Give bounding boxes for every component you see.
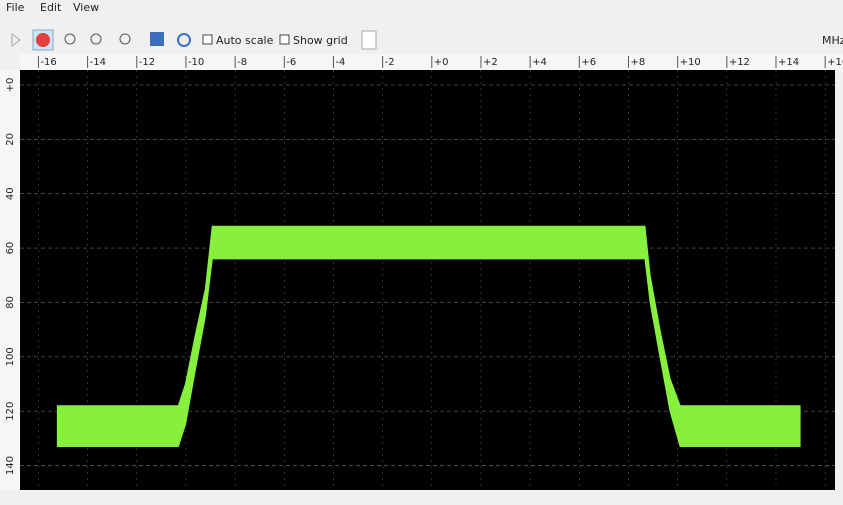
zoom-out[interactable] <box>90 33 102 45</box>
menu-file[interactable]: File <box>6 1 25 14</box>
x-tick-label: +6 <box>581 57 596 68</box>
x-tick-label: +4 <box>532 57 547 68</box>
auto-scale-label: Auto scale <box>216 34 274 47</box>
toolbar: Auto scale Show grid MHz <box>11 29 843 51</box>
x-tick-label: +10 <box>680 57 701 68</box>
x-tick-label: +8 <box>630 57 645 68</box>
stop-icon <box>36 33 50 47</box>
save-icon[interactable] <box>150 32 164 46</box>
unit-label: MHz <box>822 34 843 47</box>
y-tick-label: 100 <box>5 347 16 366</box>
y-tick-label: 20 <box>5 133 16 146</box>
play-icon[interactable] <box>11 33 21 47</box>
x-tick-label: -2 <box>385 57 395 68</box>
spectrum-trace <box>56 225 801 448</box>
x-tick-label: +0 <box>434 57 449 68</box>
x-tick-label: +16 <box>827 57 843 68</box>
menu-edit[interactable]: Edit <box>40 1 62 14</box>
x-tick-label: -8 <box>237 57 247 68</box>
x-tick-label: -4 <box>335 57 345 68</box>
export-icon[interactable] <box>361 30 377 50</box>
auto-scale-check[interactable] <box>202 34 213 45</box>
y-tick-label: 80 <box>5 296 16 309</box>
x-tick-label: -6 <box>286 57 296 68</box>
y-tick-label: 140 <box>5 456 16 475</box>
zoom-fit[interactable] <box>119 33 131 45</box>
y-tick-label: 60 <box>5 242 16 255</box>
menu-view[interactable]: View <box>73 1 99 14</box>
show-grid-label: Show grid <box>293 34 348 47</box>
y-axis-strip <box>0 70 20 490</box>
show-grid-check[interactable] <box>279 34 290 45</box>
x-tick-label: -14 <box>90 57 106 68</box>
y-tick-label: +0 <box>5 78 16 93</box>
x-tick-label: +14 <box>778 57 799 68</box>
x-tick-label: -10 <box>188 57 204 68</box>
y-tick-label: 40 <box>5 187 16 200</box>
zoom-in[interactable] <box>64 33 76 45</box>
x-tick-label: -16 <box>40 57 56 68</box>
y-tick-label: 120 <box>5 402 16 421</box>
x-tick-label: +12 <box>729 57 750 68</box>
reset-icon[interactable] <box>177 33 191 47</box>
x-tick-label: +2 <box>483 57 498 68</box>
x-tick-label: -12 <box>139 57 155 68</box>
